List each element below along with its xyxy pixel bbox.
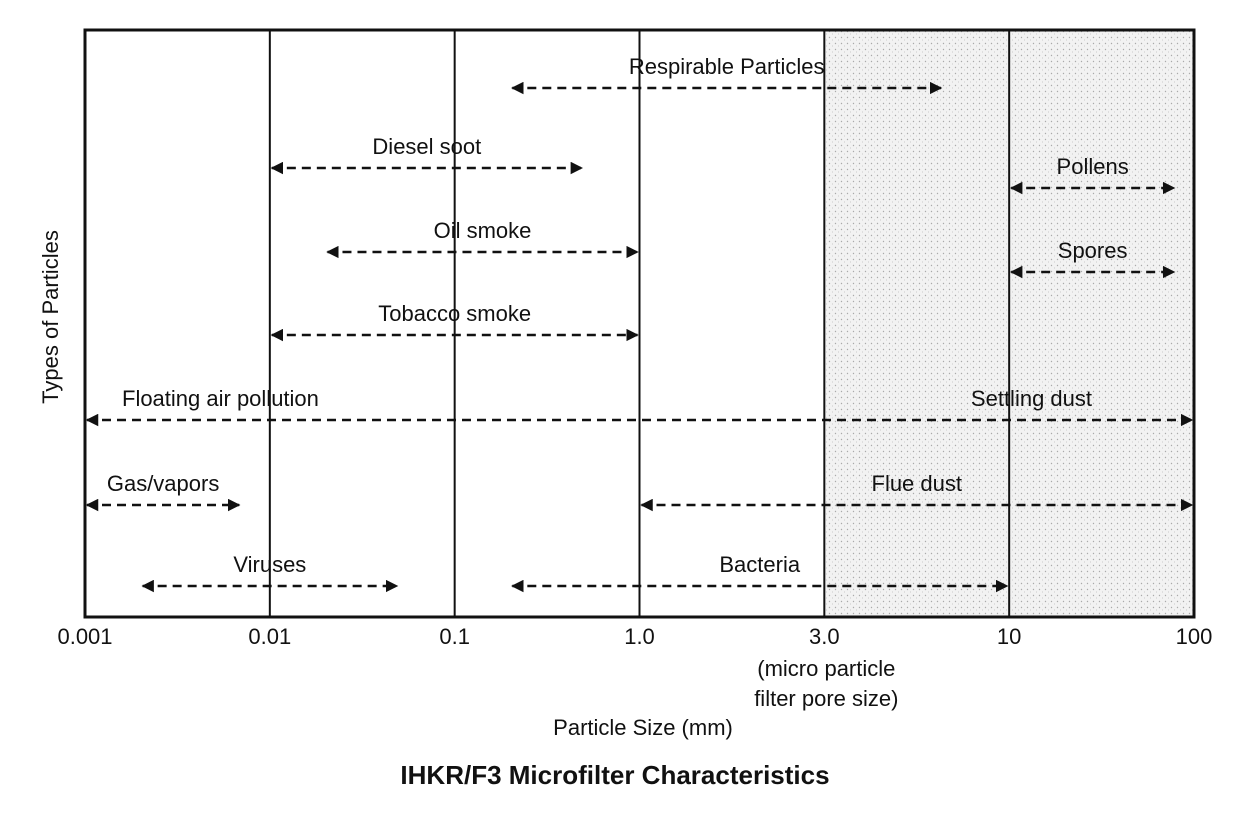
range-label: Settling dust: [971, 386, 1092, 411]
range-label: Bacteria: [719, 552, 800, 577]
chart-title: IHKR/F3 Microfilter Characteristics: [400, 760, 829, 790]
range-label: Pollens: [1057, 154, 1129, 179]
x-tick-note: (micro particle: [757, 656, 895, 681]
x-tick-label: 10: [997, 624, 1021, 649]
range-label: Tobacco smoke: [378, 301, 531, 326]
range-label: Oil smoke: [434, 218, 532, 243]
range-label: Respirable Particles: [629, 54, 825, 79]
range-label: Floating air pollution: [122, 386, 319, 411]
x-tick-label: 0.01: [248, 624, 291, 649]
range-label: Viruses: [233, 552, 306, 577]
range-label: Gas/vapors: [107, 471, 220, 496]
x-tick-label: 0.1: [439, 624, 470, 649]
x-tick-label: 0.001: [57, 624, 112, 649]
y-axis-title: Types of Particles: [38, 230, 63, 404]
range-label: Spores: [1058, 238, 1128, 263]
x-axis-title: Particle Size (mm): [553, 715, 733, 740]
x-tick-label: 100: [1176, 624, 1213, 649]
range-label: Diesel soot: [372, 134, 481, 159]
x-tick-label: 3.0: [809, 624, 840, 649]
x-tick-note: filter pore size): [754, 686, 898, 711]
range-label: Flue dust: [872, 471, 963, 496]
x-tick-label: 1.0: [624, 624, 655, 649]
